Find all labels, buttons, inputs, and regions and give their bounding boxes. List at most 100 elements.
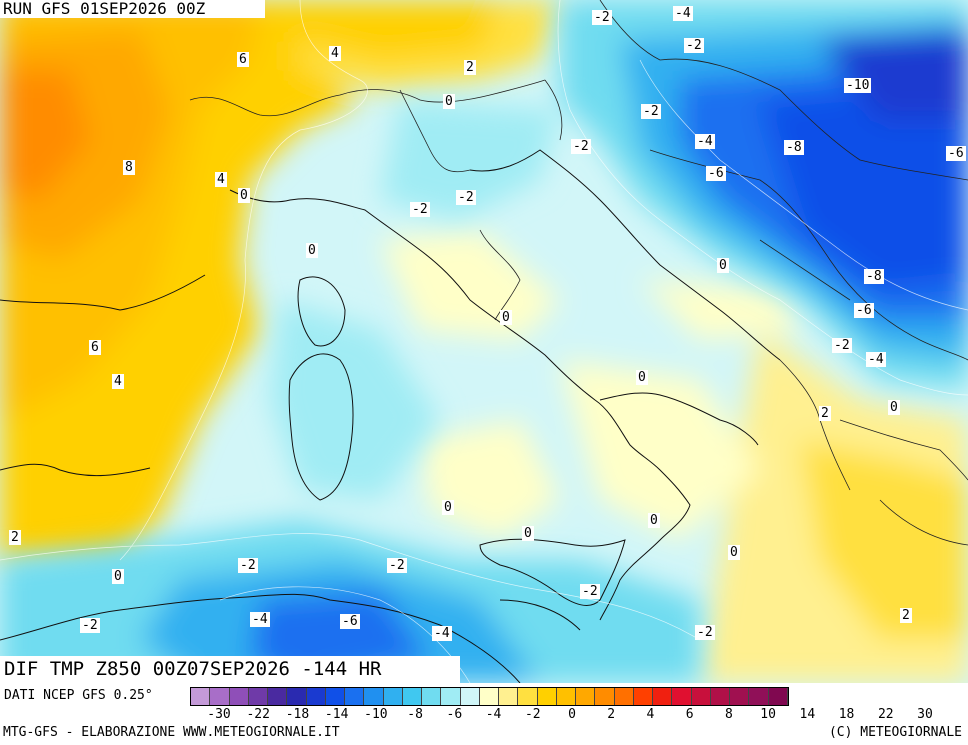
anomaly-field-warm <box>0 0 968 683</box>
colorbar-swatch <box>364 688 384 705</box>
contour-label: -2 <box>571 139 591 154</box>
colorbar-tick-label: 2 <box>607 707 616 722</box>
colorbar-tick-label: 30 <box>917 707 933 722</box>
contour-label: 0 <box>442 500 454 515</box>
colorbar-swatch <box>268 688 288 705</box>
anomaly-field-cold <box>0 0 968 683</box>
colorbar-tick-label: -10 <box>364 707 388 722</box>
colorbar-tick-label: 10 <box>760 707 776 722</box>
contour-label: 4 <box>215 172 227 187</box>
temperature-anomaly-map <box>0 0 968 683</box>
footer-copyright: (C) METEOGIORNALE <box>828 725 962 740</box>
contour-label: 2 <box>900 608 912 623</box>
colorbar-swatch <box>614 688 634 705</box>
contour-label: -2 <box>592 10 612 25</box>
contour-label: -6 <box>854 303 874 318</box>
contour-label: 0 <box>717 258 729 273</box>
colorbar-swatch <box>768 688 788 705</box>
colorbar-tick-label: 18 <box>838 707 855 722</box>
colorbar-tick-label: 6 <box>685 707 694 722</box>
colorbar-swatch <box>749 688 769 705</box>
colorbar-swatch <box>229 688 249 705</box>
contour-label: 0 <box>636 370 648 385</box>
colorbar <box>190 687 789 706</box>
contour-label: -2 <box>387 558 407 573</box>
legend-area: DATI NCEP GFS 0.25° -30 -22 -18 -14 -10 -8 -6-… <box>0 683 968 745</box>
contour-label: -2 <box>80 618 100 633</box>
colorbar-swatch <box>248 688 268 705</box>
contour-label: 0 <box>888 400 900 415</box>
colorbar-swatch <box>710 688 730 705</box>
colorbar-swatch <box>345 688 365 705</box>
contour-label: -2 <box>641 104 661 119</box>
contour-label: -4 <box>866 352 886 367</box>
colorbar-swatch <box>653 688 673 705</box>
contour-label: 0 <box>648 513 660 528</box>
colorbar-tick-label: 22 <box>877 707 894 722</box>
contour-label: -4 <box>432 626 452 641</box>
contour-label: -6 <box>946 146 966 161</box>
colorbar-swatch <box>499 688 519 705</box>
colorbar-tick-label: -14 <box>324 707 349 722</box>
contour-label: -8 <box>864 269 884 284</box>
contour-label: -2 <box>410 202 430 217</box>
contour-label: 0 <box>443 94 455 109</box>
contour-label: 8 <box>123 160 135 175</box>
colorbar-tick-label: -6 <box>446 707 463 722</box>
colorbar-swatch <box>402 688 422 705</box>
footer-credit: MTG-GFS - ELABORAZIONE WWW.METEOGIORNALE… <box>3 725 340 740</box>
colorbar-swatch <box>691 688 711 705</box>
contour-label: -4 <box>673 6 693 21</box>
colorbar-swatch <box>672 688 692 705</box>
contour-lines <box>0 0 968 683</box>
contour-label: 2 <box>9 530 21 545</box>
contour-label: 2 <box>464 60 476 75</box>
contour-label: -2 <box>580 584 600 599</box>
data-source-text: DATI NCEP GFS 0.25° <box>4 688 153 703</box>
colorbar-swatch <box>287 688 307 705</box>
contour-label: 0 <box>112 569 124 584</box>
colorbar-tick-label: -2 <box>524 707 541 722</box>
colorbar-swatch <box>191 688 211 705</box>
colorbar-tick-label: -22 <box>246 707 270 722</box>
contour-label: -2 <box>238 558 258 573</box>
contour-label: 0 <box>522 526 534 541</box>
contour-label: -4 <box>250 612 270 627</box>
colorbar-tick-label: 0 <box>568 707 576 722</box>
run-title: RUN GFS 01SEP2026 00Z <box>0 0 265 18</box>
colorbar-swatch <box>441 688 461 705</box>
contour-label: -6 <box>706 166 726 181</box>
contour-label: -2 <box>695 625 715 640</box>
colorbar-swatch <box>325 688 345 705</box>
contour-label: 2 <box>819 406 831 421</box>
colorbar-swatch <box>633 688 653 705</box>
contour-label: -8 <box>784 140 804 155</box>
colorbar-swatch <box>595 688 615 705</box>
contour-label: 4 <box>329 46 341 61</box>
colorbar-swatch <box>460 688 480 705</box>
contour-label: -10 <box>844 78 872 93</box>
colorbar-tick-label: -18 <box>285 707 310 722</box>
colorbar-swatch <box>479 688 499 705</box>
colorbar-tick-label: 14 <box>799 707 816 722</box>
contour-label: 0 <box>306 243 318 258</box>
colorbar-tick-label: -30 <box>207 707 231 722</box>
colorbar-swatch <box>576 688 596 705</box>
colorbar-swatch <box>210 688 230 705</box>
colorbar-swatch <box>383 688 403 705</box>
colorbar-ticks: -30 -22 -18 -14 -10 -8 -6 -4 -2 0 2 4 6 8 10 14 18 22 30 <box>190 707 965 723</box>
colorbar-swatch <box>422 688 442 705</box>
colorbar-tick-label: -4 <box>485 707 502 722</box>
contour-label: 0 <box>500 310 512 325</box>
contour-label: 6 <box>237 52 249 67</box>
contour-label: -2 <box>456 190 476 205</box>
colorbar-swatch <box>730 688 750 705</box>
contour-label: 0 <box>728 545 740 560</box>
contour-label: 6 <box>89 340 101 355</box>
contour-label: -2 <box>832 338 852 353</box>
colorbar-tick-label: -8 <box>407 707 423 722</box>
colorbar-swatch <box>537 688 557 705</box>
colorbar-tick-label: 8 <box>724 707 733 722</box>
colorbar-tick-label: 4 <box>646 707 655 722</box>
